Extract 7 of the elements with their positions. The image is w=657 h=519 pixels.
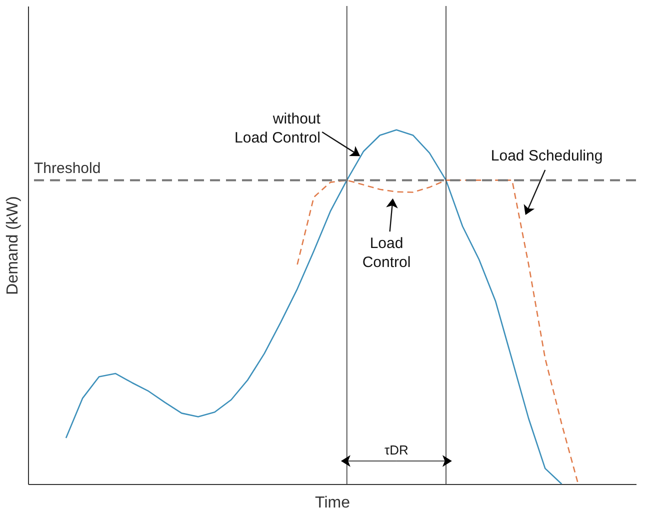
annotation: Load Scheduling xyxy=(490,148,603,165)
ref-line-label: Threshold xyxy=(34,160,101,178)
annotation: without Load Control xyxy=(234,110,322,146)
y-axis-title: Demand (kW) xyxy=(4,196,22,295)
x-axis-title: Time xyxy=(315,494,350,512)
annotation: τDR xyxy=(384,442,408,458)
annotation: Load Control xyxy=(362,235,411,272)
